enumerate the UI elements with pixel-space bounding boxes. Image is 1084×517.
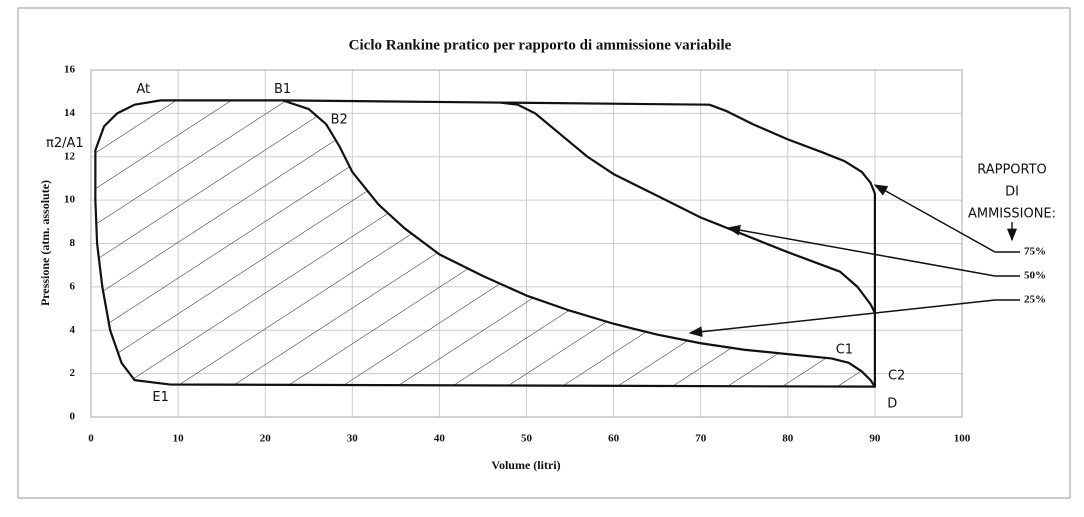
legend-label: 75%	[1024, 246, 1046, 258]
y-axis-label: Pressione (atm. assolute)	[38, 180, 52, 306]
legend-title: RAPPORTO	[977, 163, 1047, 178]
x-tick-label: 60	[608, 433, 620, 445]
legend-title: AMMISSIONE:	[968, 207, 1056, 222]
y-tick-label: 14	[64, 107, 76, 119]
x-tick-label: 10	[173, 433, 185, 445]
point-annotation: C1	[836, 342, 853, 357]
x-tick-label: 20	[260, 433, 272, 445]
chart-title: Ciclo Rankine pratico per rapporto di am…	[349, 37, 732, 53]
point-annotation: D	[887, 396, 897, 411]
legend-label: 25%	[1024, 294, 1046, 306]
y-tick-label: 16	[64, 64, 76, 76]
y-tick-label: 6	[70, 280, 76, 292]
x-tick-label: 70	[695, 433, 707, 445]
legend-arrow	[726, 224, 1020, 277]
point-annotation: C2	[888, 368, 905, 383]
point-annotation: B2	[331, 112, 348, 127]
x-tick-label: 40	[434, 433, 446, 445]
y-tick-label: 10	[64, 194, 76, 206]
x-tick-label: 80	[782, 433, 794, 445]
plot-border	[90, 69, 963, 418]
y-tick-label: 8	[70, 237, 76, 249]
x-tick-label: 90	[869, 433, 881, 445]
point-annotation: At	[136, 82, 150, 97]
x-axis-label: Volume (litri)	[491, 458, 560, 472]
x-tick-label: 0	[88, 433, 94, 445]
legend-arrow	[873, 184, 1020, 253]
point-annotation: E1	[152, 390, 169, 405]
legend-title: DI	[1005, 185, 1019, 200]
legend-label: 50%	[1024, 270, 1046, 282]
point-annotation: π2/A1	[46, 136, 84, 151]
cycle-line	[94, 99, 876, 388]
x-tick-label: 30	[347, 433, 359, 445]
cycle-line	[500, 101, 876, 314]
legend-arrow	[688, 299, 1020, 338]
y-tick-label: 4	[70, 324, 76, 336]
x-tick-label: 100	[954, 433, 971, 445]
frame	[17, 7, 1071, 499]
point-annotation: B1	[274, 82, 291, 97]
y-tick-label: 12	[64, 150, 76, 162]
y-tick-label: 2	[70, 367, 76, 379]
y-tick-label: 0	[70, 411, 76, 423]
cycle-line	[282, 99, 876, 387]
x-tick-label: 50	[521, 433, 533, 445]
